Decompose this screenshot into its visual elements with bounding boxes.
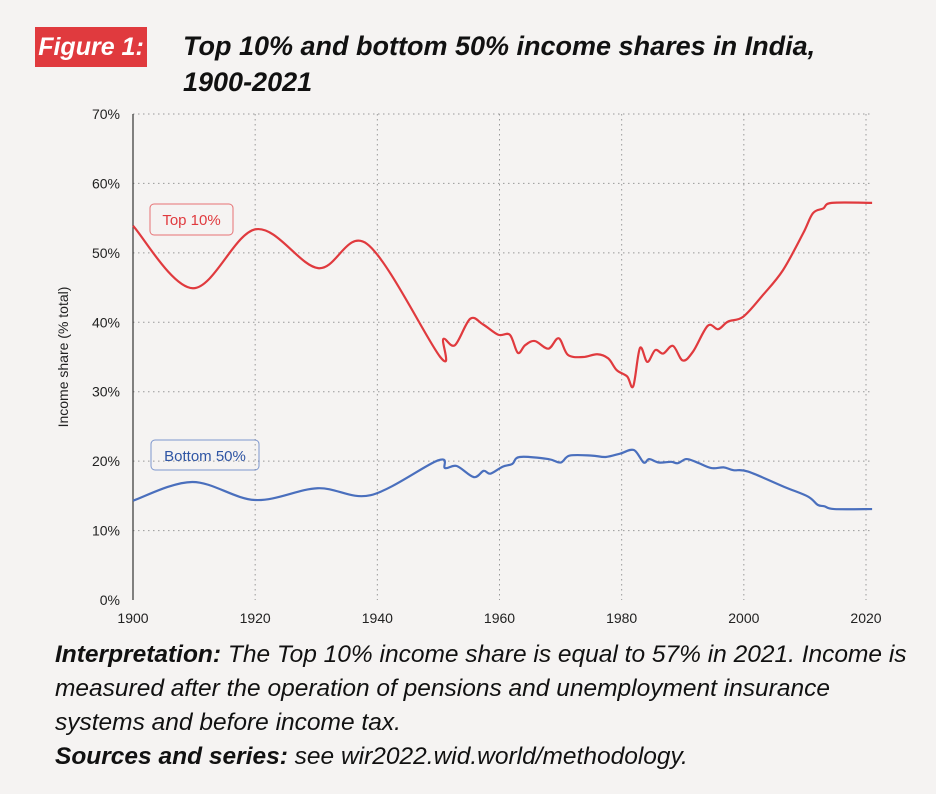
y-tick-label: 50% (92, 245, 120, 261)
y-tick-label: 40% (92, 314, 120, 330)
bottom50-label: Bottom 50% (164, 448, 246, 465)
notes: Interpretation: The Top 10% income share… (55, 638, 925, 774)
y-tick-label: 70% (92, 106, 120, 122)
x-tick-label: 2000 (728, 610, 759, 626)
sources-label: Sources and series: (55, 743, 288, 770)
y-axis-label: Income share (% total) (55, 287, 71, 428)
bottom50-series-line (132, 448, 873, 511)
top10-series-line (132, 201, 873, 389)
top10-label-box: Top 10% (149, 203, 234, 236)
chart-title: Top 10% and bottom 50% income shares in … (183, 28, 883, 100)
y-tick-label: 20% (92, 453, 120, 469)
title-line-1: Top 10% and bottom 50% income shares in … (183, 31, 816, 61)
interpretation-text: The Top 10% income share is equal to 57%… (55, 641, 907, 736)
bottom50-label-box: Bottom 50% (150, 439, 260, 471)
y-tick-label: 30% (92, 384, 120, 400)
top10-label: Top 10% (162, 212, 220, 229)
figure-label: Figure 1: (35, 27, 147, 67)
x-tick-label: 1920 (240, 610, 271, 626)
y-tick-label: 0% (100, 592, 120, 608)
title-line-2: 1900-2021 (183, 67, 313, 97)
y-tick-label: 10% (92, 523, 120, 539)
y-tick-label: 60% (92, 175, 120, 191)
interpretation-label: Interpretation: (55, 641, 222, 668)
x-tick-label: 1940 (362, 610, 393, 626)
x-tick-label: 1900 (117, 610, 148, 626)
x-tick-label: 1960 (484, 610, 515, 626)
x-tick-label: 2020 (850, 610, 881, 626)
x-tick-label: 1980 (606, 610, 637, 626)
sources-text: see wir2022.wid.world/methodology. (287, 743, 688, 770)
